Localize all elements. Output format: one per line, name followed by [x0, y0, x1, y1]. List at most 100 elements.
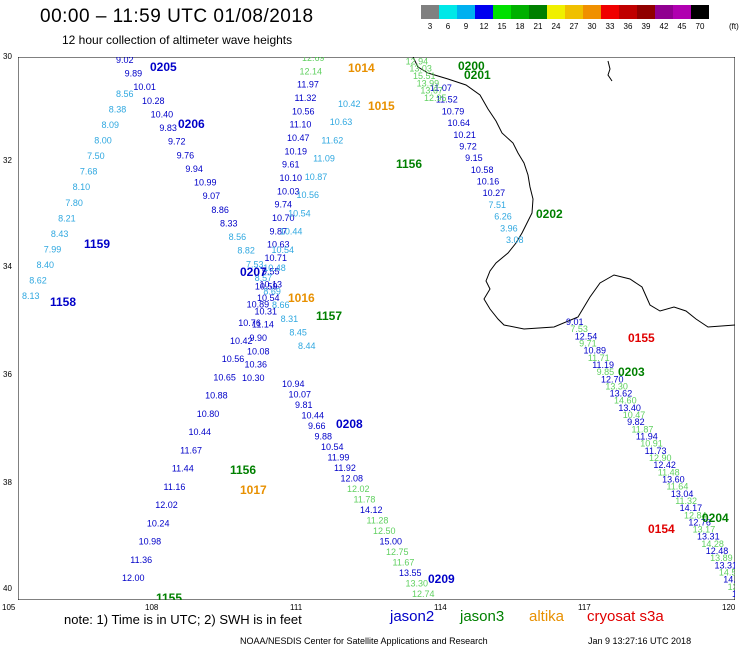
- pass-time-label: 0154: [648, 522, 675, 536]
- wave-height-label: 7.80: [65, 198, 83, 208]
- pass-time-label: 0203: [618, 365, 645, 379]
- wave-height-label: 12.02: [155, 500, 178, 510]
- wave-height-label: 12.84: [684, 510, 707, 520]
- wave-height-label: 8.40: [36, 260, 54, 270]
- credit-text: NOAA/NESDIS Center for Satellite Applica…: [240, 636, 488, 646]
- wave-height-label: 8.31: [281, 314, 299, 324]
- wave-height-label: 10.54: [272, 245, 295, 255]
- wave-height-label: 10.91: [640, 439, 663, 449]
- wave-height-label: 10.01: [133, 82, 156, 92]
- wave-height-label: 12.02: [347, 484, 370, 494]
- wave-height-label: 10.19: [285, 146, 308, 156]
- legend-swatch: [493, 5, 511, 19]
- pass-time-label: 0208: [336, 417, 363, 431]
- wave-height-label: 13.32: [728, 582, 735, 592]
- legend-value: 42: [659, 22, 669, 31]
- wave-height-label: 10.44: [188, 427, 211, 437]
- wave-height-label: 8.10: [73, 182, 91, 192]
- wave-height-label: 11.48: [658, 467, 680, 477]
- pass-time-label: 1157: [316, 309, 342, 323]
- wave-height-label: 8.33: [220, 218, 238, 228]
- wave-height-label: 10.54: [288, 208, 311, 218]
- legend-value: 27: [569, 22, 579, 31]
- legend-value: 18: [515, 22, 525, 31]
- wave-height-label: 11.73: [645, 446, 667, 456]
- wave-height-label: 10.76: [238, 318, 261, 328]
- wave-height-label: 9.94: [185, 164, 203, 174]
- x-tick-105: 105: [2, 603, 16, 612]
- x-tick-111: 111: [290, 603, 303, 612]
- legend-swatch: [457, 5, 475, 19]
- wave-height-label: 14.48: [732, 589, 735, 599]
- wave-height-label: 12.69: [302, 57, 325, 63]
- wave-height-label: 12.14: [300, 66, 323, 76]
- wave-height-label: 9.72: [168, 137, 186, 147]
- legend-value: 39: [641, 22, 651, 31]
- wave-height-label: 12.42: [653, 460, 676, 470]
- wave-height-label: 8.82: [237, 246, 255, 256]
- x-tick-114: 114: [434, 603, 447, 612]
- page-title: 00:00 – 11:59 UTC 01/08/2018: [40, 6, 314, 27]
- wave-height-label: 11.67: [393, 558, 415, 568]
- legend-value: 24: [551, 22, 561, 31]
- wave-height-label: 11.62: [321, 135, 343, 145]
- legend-value: 45: [677, 22, 687, 31]
- wave-height-label: 9.87: [270, 226, 288, 236]
- wave-height-label: 8.38: [109, 105, 127, 115]
- y-tick-36: 36: [3, 370, 12, 379]
- wave-height-label: 10.42: [230, 336, 253, 346]
- wave-height-label: 10.28: [142, 96, 165, 106]
- wave-height-label: 10.21: [453, 130, 476, 140]
- wave-height-label: 11.28: [367, 516, 389, 526]
- wave-height-label: 11.64: [666, 482, 688, 492]
- wave-height-label: 9.61: [282, 160, 300, 170]
- pass-time-label: 0209: [428, 572, 455, 586]
- legend-value: 36: [623, 22, 633, 31]
- legend-swatch: [691, 5, 709, 19]
- wave-height-label: 10.58: [471, 165, 494, 175]
- wave-height-label: 14.58: [719, 568, 735, 578]
- wave-height-label: 10.54: [321, 442, 344, 452]
- wave-height-label: 10.80: [197, 409, 220, 419]
- wave-height-label: 7.50: [87, 151, 105, 161]
- pass-time-label: 0201: [464, 68, 491, 82]
- wave-height-label: 10.07: [289, 390, 312, 400]
- wave-height-label: 11.09: [313, 154, 335, 164]
- wave-height-label: 8.45: [289, 327, 307, 337]
- pass-time-label: 1158: [50, 295, 76, 309]
- wave-height-label: 13.40: [618, 403, 641, 413]
- wave-height-label: 11.19: [592, 360, 614, 370]
- legend-swatch: [565, 5, 583, 19]
- legend-value: 15: [497, 22, 507, 31]
- wave-height-label: 10.13: [260, 280, 283, 290]
- wave-height-label: 13.30: [406, 579, 429, 589]
- wave-height-label: 9.82: [627, 417, 645, 427]
- wave-height-label: 13.60: [662, 474, 685, 484]
- pass-time-label: 0204: [702, 511, 729, 525]
- wave-height-label: 10.47: [623, 410, 646, 420]
- pass-time-label: 1159: [84, 237, 110, 251]
- legend-value: 9: [463, 22, 469, 31]
- wave-height-label: 11.52: [436, 95, 458, 105]
- wave-height-label: 11.67: [180, 445, 202, 455]
- legend-swatch: [619, 5, 637, 19]
- pass-time-label: 0206: [178, 117, 205, 131]
- map-frame: [18, 57, 735, 600]
- wave-height-label: 13.67: [420, 86, 443, 96]
- wave-height-label: 13.17: [693, 525, 716, 535]
- wave-height-label: 11.87: [632, 424, 654, 434]
- pass-time-label: 1156: [230, 463, 256, 477]
- pass-time-label: 0155: [628, 331, 655, 345]
- wave-height-label: 13.03: [409, 64, 432, 74]
- wave-height-label: 11.78: [354, 495, 376, 505]
- wave-height-label: 9.71: [579, 338, 597, 348]
- wave-height-label: 7.99: [44, 244, 62, 254]
- wave-height-label: 11.99: [328, 453, 350, 463]
- wave-height-label: 7.68: [80, 167, 98, 177]
- wave-height-label: 10.16: [477, 177, 500, 187]
- wave-height-label: 11.97: [297, 80, 319, 90]
- wave-height-label: 10.56: [292, 106, 315, 116]
- wave-height-label: 9.85: [597, 367, 615, 377]
- legend-swatch: [475, 5, 493, 19]
- legend-value: 6: [445, 22, 451, 31]
